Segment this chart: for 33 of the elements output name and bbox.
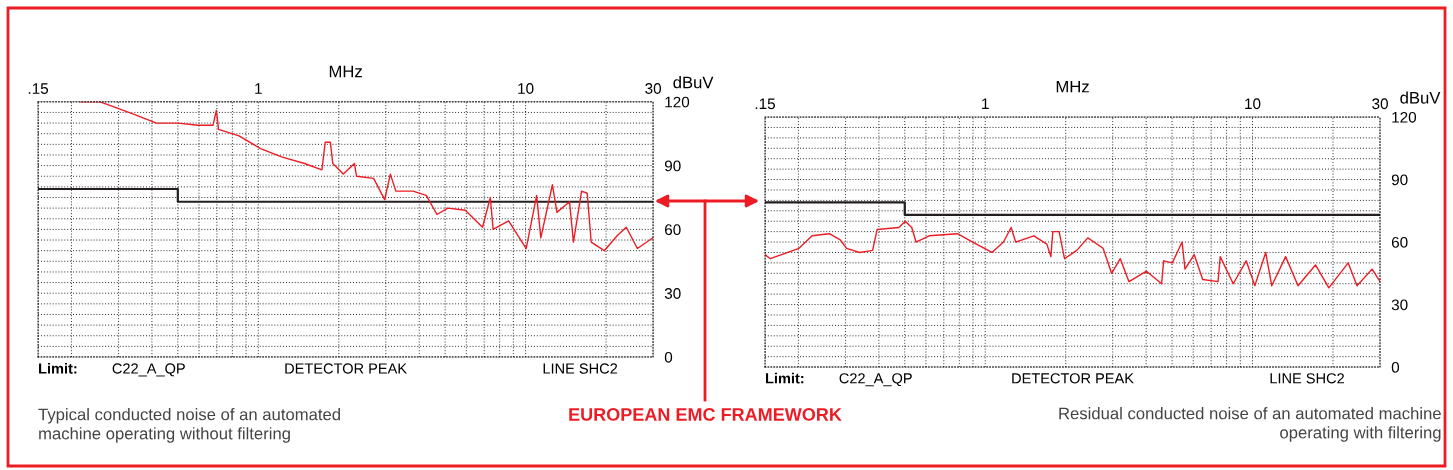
y-tick-label: 30 xyxy=(664,288,681,299)
y-axis-title: dBuV xyxy=(1400,91,1441,104)
text: Typical conducted noise of an automated machine operating without filtering xyxy=(38,408,340,443)
text: LINE SHC2 xyxy=(1270,373,1344,384)
text: DETECTOR PEAK xyxy=(285,363,407,374)
text: C22_A_QP xyxy=(839,373,912,387)
x-tick-label: 10 xyxy=(518,83,534,94)
x-tick-label: .15 xyxy=(755,98,775,110)
text: C22_A_QP xyxy=(112,363,185,377)
text: LINE SHC2 xyxy=(543,363,618,374)
x-tick-label: .15 xyxy=(28,83,49,94)
y-tick-label: 60 xyxy=(665,224,681,236)
x-axis-title: MHz xyxy=(329,65,362,78)
x-axis-title: MHz xyxy=(1056,80,1089,93)
x-tick-label: 10 xyxy=(1245,98,1261,110)
text: Residual conducted noise of an automated machine operating with filtering xyxy=(1059,407,1441,442)
x-tick-label: 1 xyxy=(255,83,262,94)
y-tick-label: 120 xyxy=(1392,111,1417,123)
x-tick-label: 1 xyxy=(982,98,989,109)
text: EUROPEAN EMC FRAMEWORK xyxy=(569,408,842,421)
y-tick-label: 90 xyxy=(1391,174,1408,186)
x-tick-label: 30 xyxy=(1372,98,1388,110)
y-tick-label: 0 xyxy=(1391,361,1400,373)
y-axis-title: dBuV xyxy=(673,76,714,89)
y-tick-label: 0 xyxy=(664,351,673,363)
y-tick-label: 90 xyxy=(664,160,681,172)
x-tick-label: 30 xyxy=(645,83,662,94)
text: Limit: xyxy=(765,372,804,384)
y-tick-label: 120 xyxy=(665,96,690,108)
text: DETECTOR PEAK xyxy=(1012,373,1134,384)
text: Limit: xyxy=(39,362,77,374)
y-tick-label: 60 xyxy=(1391,236,1408,248)
y-tick-label: 30 xyxy=(1391,299,1408,311)
